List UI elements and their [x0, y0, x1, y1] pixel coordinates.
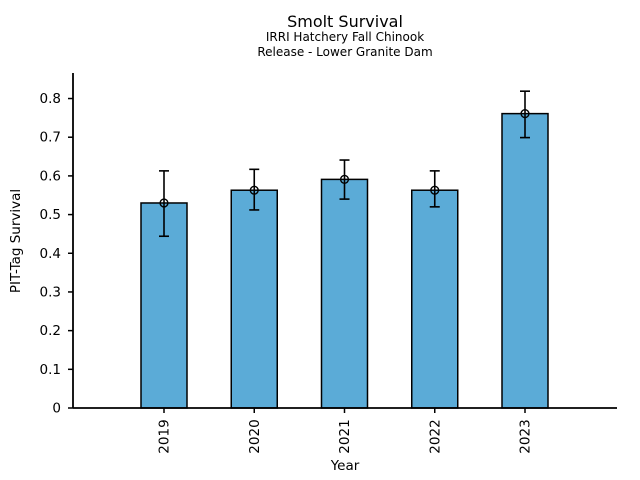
- x-tick-label-2019: 2019: [157, 419, 173, 453]
- x-axis-label: Year: [330, 458, 360, 474]
- y-tick-label-0.7: 0.7: [40, 130, 61, 146]
- y-tick-label-0: 0: [52, 401, 61, 417]
- mean-marker-2022: [430, 185, 440, 195]
- mean-marker-2023: [520, 109, 530, 119]
- chart-subtitle-line2: Release - Lower Granite Dam: [257, 45, 433, 59]
- chart-subtitle-line1: IRRI Hatchery Fall Chinook: [265, 30, 425, 44]
- y-tick-label-0.8: 0.8: [40, 91, 61, 107]
- x-tick-label-2023: 2023: [518, 419, 534, 453]
- chart-title: Smolt Survival: [287, 12, 403, 31]
- chart-subtitle: IRRI Hatchery Fall Chinook Release - Low…: [73, 30, 617, 60]
- x-tick-label-2020: 2020: [247, 419, 263, 453]
- bar-2021: [320, 178, 369, 409]
- mean-marker-2021: [339, 174, 350, 184]
- mean-marker-2019: [159, 198, 169, 208]
- y-tick-label-0.4: 0.4: [40, 246, 61, 262]
- x-tick-label-2022: 2022: [427, 419, 443, 453]
- y-tick-label-0.3: 0.3: [40, 284, 61, 300]
- y-tick-label-0.1: 0.1: [40, 362, 61, 378]
- bar-2020: [230, 189, 278, 409]
- bar-2022: [411, 189, 459, 409]
- y-tick-label-0.6: 0.6: [40, 168, 61, 184]
- y-tick-label-0.2: 0.2: [40, 323, 61, 339]
- x-tick-label-2021: 2021: [337, 419, 353, 453]
- bar-2019: [140, 202, 188, 409]
- bar-2023: [501, 112, 549, 409]
- mean-marker-2020: [249, 185, 259, 195]
- y-tick-label-0.5: 0.5: [40, 207, 61, 223]
